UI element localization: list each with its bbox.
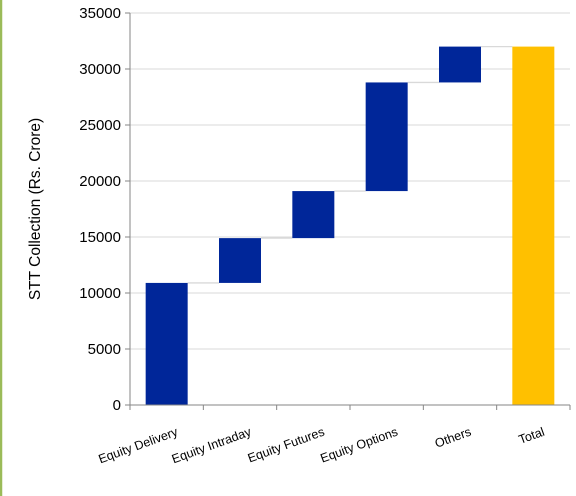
bar-total [512, 46, 555, 405]
y-tick-label: 10000 [79, 285, 121, 302]
y-tick-label: 30000 [79, 61, 121, 78]
gridlines [130, 12, 570, 350]
x-category-label: Equity Options [319, 425, 400, 466]
x-category-label: Equity Futures [246, 425, 327, 466]
y-tick-label: 15000 [79, 229, 121, 246]
y-tick-label: 25000 [79, 117, 121, 134]
y-axis-title: STT Collection (Rs. Crore) [27, 118, 44, 300]
x-category-label: Equity Delivery [97, 424, 181, 466]
bars [145, 46, 555, 405]
x-category-label: Equity Intraday [170, 424, 254, 466]
connector-lines [187, 45, 513, 284]
x-category-label: Total [517, 425, 547, 447]
bar-others [439, 46, 481, 83]
y-tick-label: 35000 [79, 5, 121, 22]
bar-equity-intraday [219, 238, 261, 283]
bar-equity-options [365, 82, 408, 192]
y-tick-label: 5000 [88, 341, 121, 358]
y-tick-labels: 0 5000 10000 15000 20000 25000 30000 35000 [79, 5, 121, 414]
y-tick-label: 0 [113, 397, 121, 414]
bar-equity-futures [292, 191, 335, 239]
y-tick-label: 20000 [79, 173, 121, 190]
x-category-label: Others [433, 425, 473, 451]
axes [125, 12, 571, 410]
bar-equity-delivery [145, 282, 188, 405]
